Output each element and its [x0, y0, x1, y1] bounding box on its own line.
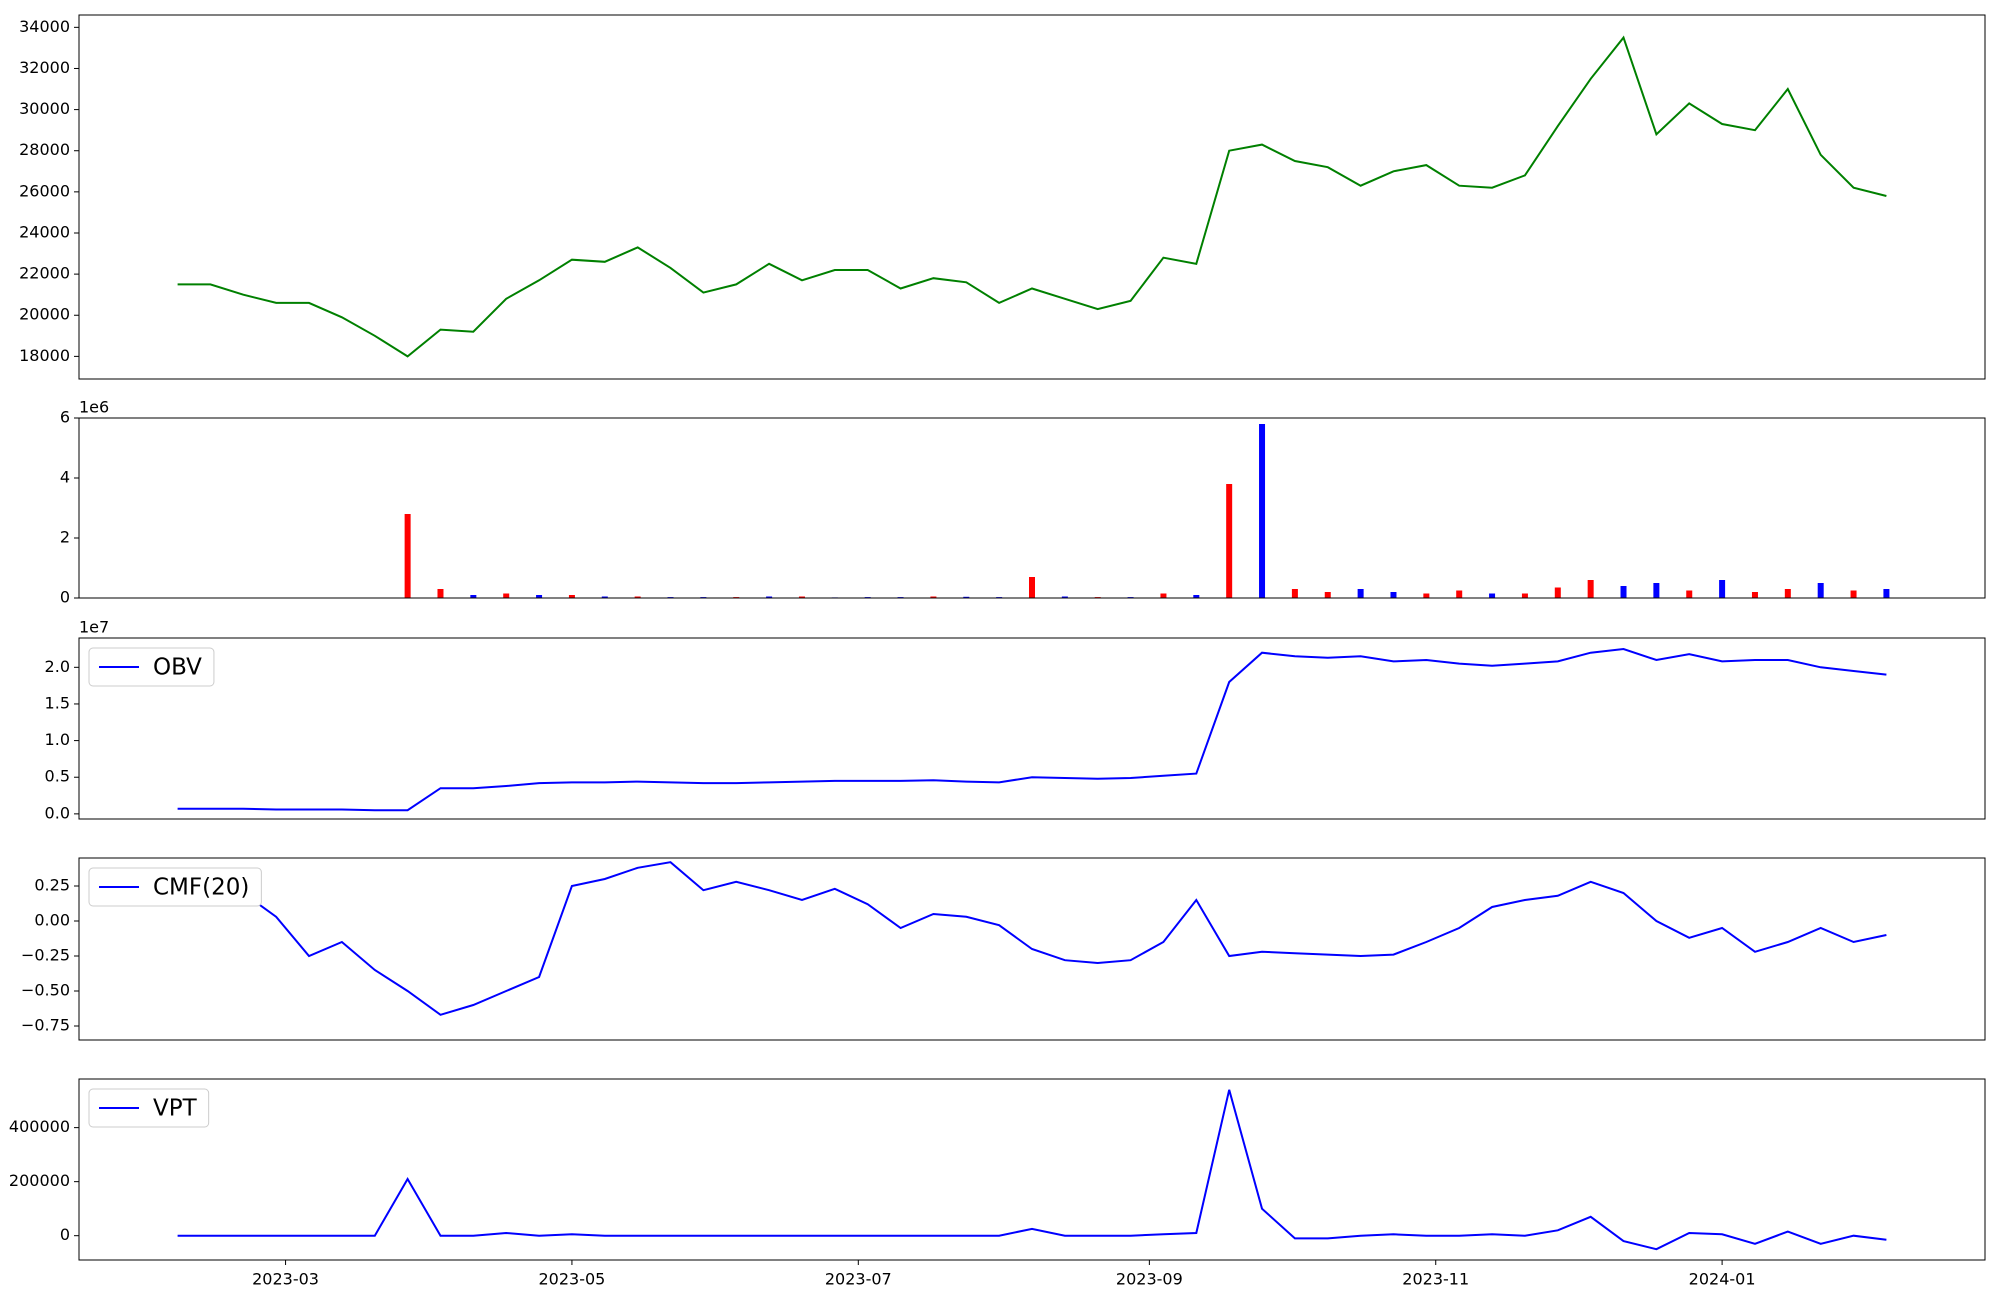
legend-label: OBV: [153, 655, 202, 681]
y-tick-label: 0.0: [45, 803, 70, 822]
legend-box: [88, 1088, 210, 1128]
panel: 0 200000 400000 2023-03 2023-05 2023-07 2023-0…: [9, 1078, 1986, 1289]
volume-bar: [1324, 592, 1331, 598]
volume-bar: [1160, 593, 1167, 598]
panel: −0.75 −0.50 −0.25 0.00 0.25 CMF(20): [21, 857, 1986, 1041]
axes-frame: [78, 637, 1986, 820]
y-tick-label: 4: [60, 468, 70, 487]
legend-box: [88, 867, 262, 907]
y-tick-label: −0.75: [21, 1016, 70, 1035]
y-tick-label: 26000: [19, 181, 70, 200]
panel: 0 2 4 6 1e6: [60, 398, 1986, 607]
y-tick-label: 24000: [19, 222, 70, 241]
volume-bar: [1226, 484, 1233, 598]
volume-bar: [1653, 583, 1660, 598]
y-tick-label: 0.5: [45, 767, 70, 786]
volume-bar: [798, 596, 805, 598]
volume-bar: [1554, 587, 1561, 598]
line: [177, 1089, 1887, 1251]
volume-bar: [1259, 424, 1266, 598]
x-tick-label: 2023-09: [1116, 1270, 1183, 1289]
volume-bar: [601, 596, 608, 598]
x-tick-label: 2023-11: [1402, 1270, 1469, 1289]
volume-bar: [437, 589, 444, 598]
y-tick-label: 0: [60, 588, 70, 607]
legend: CMF(20): [88, 867, 262, 907]
x-tick-label: 2024-01: [1689, 1270, 1756, 1289]
line: [177, 861, 1887, 1016]
line: [177, 35, 1887, 358]
x-tick-label: 2023-05: [539, 1270, 606, 1289]
axes-frame: [78, 1078, 1986, 1261]
volume-bar: [1423, 593, 1430, 598]
volume-bar: [1883, 589, 1890, 598]
volume-bar: [1456, 590, 1463, 598]
y-tick-label: 0.25: [34, 876, 70, 895]
volume-bar: [1850, 590, 1857, 598]
offset-text: 1e6: [79, 398, 109, 417]
y-tick-label: 2: [60, 528, 70, 547]
axes-frame: [78, 417, 1986, 599]
volume-bar: [930, 596, 937, 598]
y-tick-label: 22000: [19, 264, 70, 283]
volume-bar: [1521, 593, 1528, 598]
volume-bar: [1686, 590, 1693, 598]
y-tick-label: 1.5: [45, 693, 70, 712]
y-tick-label: 28000: [19, 140, 70, 159]
y-tick-label: 32000: [19, 58, 70, 77]
volume-bar: [1817, 583, 1824, 598]
legend: OBV: [88, 647, 215, 687]
y-tick-label: 400000: [9, 1117, 70, 1136]
y-tick-label: 0: [60, 1225, 70, 1244]
line: [177, 647, 1887, 812]
y-tick-label: 6: [60, 408, 70, 427]
volume-bar: [1193, 595, 1200, 598]
volume-bar: [1061, 596, 1068, 598]
legend-box: [88, 647, 215, 687]
volume-bar: [1620, 586, 1627, 598]
volume-bar: [503, 593, 510, 598]
y-tick-label: 18000: [19, 346, 70, 365]
offset-text: 1e7: [79, 618, 109, 637]
x-tick-label: 2023-07: [825, 1270, 892, 1289]
y-tick-label: 20000: [19, 305, 70, 324]
panel: 18000 20000 22000 24000 26000 28000 30000 32000…: [19, 14, 1986, 380]
x-tick-label: 2023-03: [252, 1270, 319, 1289]
volume-bar: [963, 596, 970, 598]
volume-bar: [766, 596, 773, 598]
volume-bar: [1029, 577, 1035, 598]
volume-bar: [1357, 589, 1364, 598]
y-tick-label: 0.00: [34, 911, 70, 930]
volume-bar: [470, 595, 477, 598]
volume-bar: [1390, 592, 1397, 598]
y-tick-label: 34000: [19, 17, 70, 36]
volume-bar: [1587, 580, 1594, 598]
volume-bar: [568, 595, 575, 598]
panel: 0.0 0.5 1.0 1.5 2.0 1e7 OBV: [45, 618, 1986, 822]
volume-bar: [1291, 589, 1298, 598]
volume-bar: [536, 595, 543, 598]
y-tick-label: 2.0: [45, 657, 70, 676]
legend: VPT: [88, 1088, 210, 1128]
volume-bar: [634, 596, 641, 598]
volume-bar: [1784, 589, 1791, 598]
y-tick-label: 1.0: [45, 730, 70, 749]
legend-label: CMF(20): [153, 875, 249, 901]
volume-bar: [1489, 593, 1496, 598]
volume-bar: [404, 514, 411, 598]
volume-bar: [1751, 592, 1758, 598]
y-tick-label: −0.25: [21, 946, 70, 965]
axes-frame: [78, 14, 1986, 380]
legend-label: VPT: [153, 1096, 198, 1122]
volume-bar: [1719, 580, 1726, 598]
y-tick-label: 30000: [19, 99, 70, 118]
y-tick-label: 200000: [9, 1171, 70, 1190]
y-tick-label: −0.50: [21, 981, 70, 1000]
axes-frame: [78, 857, 1986, 1041]
